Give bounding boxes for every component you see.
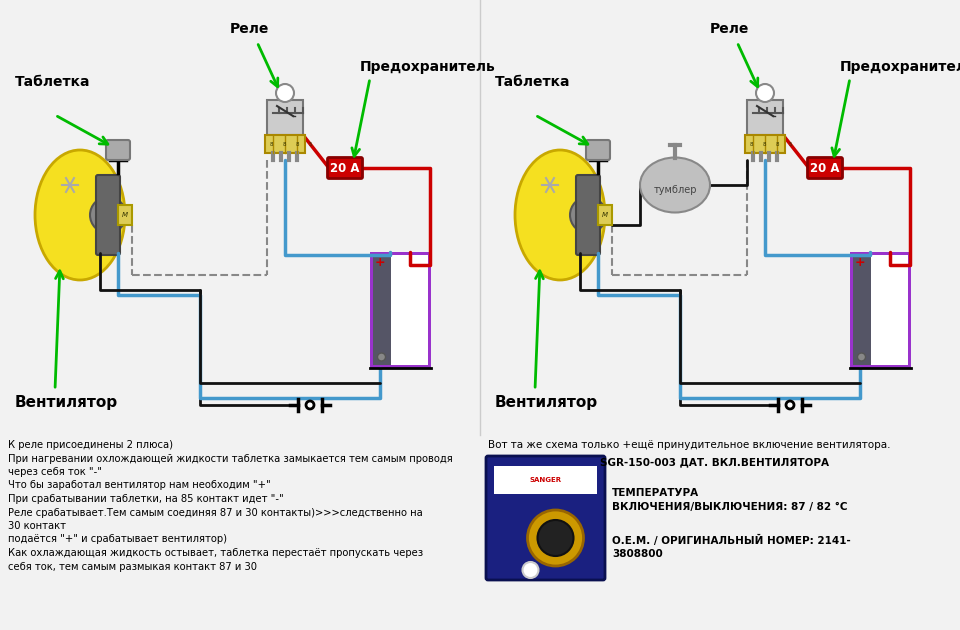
Bar — [265, 135, 305, 153]
Text: При нагревании охлождающей жидкости таблетка замыкается тем самым проводя: При нагревании охлождающей жидкости табл… — [8, 454, 453, 464]
Circle shape — [377, 353, 386, 361]
Text: К реле присоединены 2 плюса): К реле присоединены 2 плюса) — [8, 440, 173, 450]
Text: О.Е.М. / ОРИГИНАЛЬНЫЙ НОМЕР: 2141-: О.Е.М. / ОРИГИНАЛЬНЫЙ НОМЕР: 2141- — [612, 535, 851, 546]
Text: 8: 8 — [282, 142, 286, 147]
Bar — [850, 252, 910, 368]
Text: Таблетка: Таблетка — [495, 75, 570, 89]
Text: Предохранитель: Предохранитель — [360, 60, 495, 74]
Bar — [852, 255, 871, 365]
Text: +: + — [374, 256, 385, 270]
Bar — [391, 255, 427, 365]
Text: Вентилятор: Вентилятор — [495, 395, 598, 410]
Circle shape — [756, 84, 774, 102]
Text: Таблетка: Таблетка — [15, 75, 90, 89]
FancyBboxPatch shape — [586, 140, 610, 160]
Circle shape — [90, 197, 126, 233]
Circle shape — [276, 84, 294, 102]
Text: При срабатывании таблетки, на 85 контакт идет "-": При срабатывании таблетки, на 85 контакт… — [8, 494, 284, 504]
Text: Реле срабатывает.Тем самым соединяя 87 и 30 контакты)>>>следственно на: Реле срабатывает.Тем самым соединяя 87 и… — [8, 508, 422, 517]
Circle shape — [786, 401, 794, 409]
Text: 3808800: 3808800 — [612, 549, 662, 559]
Text: Реле: Реле — [710, 22, 750, 36]
Bar — [267, 100, 303, 135]
Text: 8: 8 — [776, 142, 779, 147]
Bar — [871, 255, 907, 365]
Text: 20 А: 20 А — [330, 161, 360, 175]
Text: ТЕМПЕРАТУРА: ТЕМПЕРАТУРА — [612, 488, 699, 498]
Text: 8: 8 — [762, 142, 766, 147]
Text: M: M — [602, 212, 608, 218]
Text: 8: 8 — [749, 142, 753, 147]
Circle shape — [570, 197, 606, 233]
Ellipse shape — [515, 150, 605, 280]
Text: ВКЛЮЧЕНИЯ/ВЫКЛЮЧЕНИЯ: 87 / 82 °С: ВКЛЮЧЕНИЯ/ВЫКЛЮЧЕНИЯ: 87 / 82 °С — [612, 502, 848, 512]
Text: Как охлаждающая жидкость остывает, таблетка перестаёт пропускать через: Как охлаждающая жидкость остывает, табле… — [8, 548, 423, 558]
FancyBboxPatch shape — [96, 175, 120, 255]
Circle shape — [306, 401, 314, 409]
Bar — [747, 100, 783, 135]
Ellipse shape — [640, 158, 710, 212]
Circle shape — [538, 520, 573, 556]
Circle shape — [527, 510, 584, 566]
Text: Реле: Реле — [230, 22, 270, 36]
Bar — [494, 466, 597, 494]
Text: M: M — [122, 212, 128, 218]
Text: через себя ток "-": через себя ток "-" — [8, 467, 102, 477]
Text: Вентилятор: Вентилятор — [15, 395, 118, 410]
Text: SGR-150-003 ДАТ. ВКЛ.ВЕНТИЛЯТОРА: SGR-150-003 ДАТ. ВКЛ.ВЕНТИЛЯТОРА — [600, 457, 829, 467]
FancyBboxPatch shape — [486, 456, 605, 580]
FancyBboxPatch shape — [576, 175, 600, 255]
Text: тумблер: тумблер — [653, 185, 697, 195]
Text: 20 А: 20 А — [810, 161, 840, 175]
Text: Вот та же схема только +ещё принудительное включение вентилятора.: Вот та же схема только +ещё принудительн… — [488, 440, 891, 450]
Text: 30 контакт: 30 контакт — [8, 521, 66, 531]
Text: 8: 8 — [269, 142, 273, 147]
Circle shape — [857, 353, 866, 361]
FancyBboxPatch shape — [807, 158, 843, 178]
Text: подаётся "+" и срабатывает вентилятор): подаётся "+" и срабатывает вентилятор) — [8, 534, 227, 544]
Bar — [598, 205, 612, 225]
Text: 5: 5 — [308, 142, 312, 147]
Bar — [370, 252, 430, 368]
Text: Что бы заработал вентилятор нам необходим "+": Что бы заработал вентилятор нам необходи… — [8, 481, 271, 491]
Bar — [745, 135, 785, 153]
Text: Предохранитель: Предохранитель — [840, 60, 960, 74]
Text: себя ток, тем самым размыкая контакт 87 и 30: себя ток, тем самым размыкая контакт 87 … — [8, 561, 257, 571]
Ellipse shape — [35, 150, 125, 280]
Text: 8: 8 — [296, 142, 299, 147]
FancyBboxPatch shape — [327, 158, 363, 178]
FancyBboxPatch shape — [106, 140, 130, 160]
Text: SANGER: SANGER — [529, 477, 562, 483]
Circle shape — [522, 562, 539, 578]
Bar — [118, 205, 132, 225]
Text: 5: 5 — [788, 142, 792, 147]
Text: +: + — [854, 256, 865, 270]
Bar — [372, 255, 391, 365]
